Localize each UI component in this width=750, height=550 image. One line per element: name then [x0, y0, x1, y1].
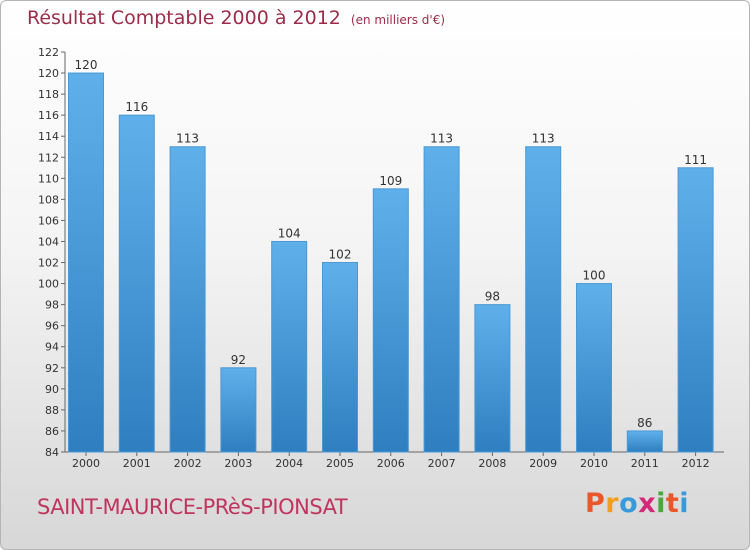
logo-letter: i — [656, 488, 666, 519]
chart-title-text: Résultat Comptable 2000 à 2012 — [27, 7, 341, 29]
y-tick-label: 86 — [45, 425, 59, 438]
value-label: 100 — [583, 269, 606, 283]
bar-2005 — [322, 262, 358, 453]
value-label: 113 — [532, 132, 555, 146]
y-tick-label: 84 — [45, 446, 59, 459]
value-label: 86 — [637, 416, 652, 430]
x-tick-label: 2001 — [123, 457, 151, 470]
logo-letter: i — [679, 488, 690, 519]
y-tick-label: 88 — [45, 404, 59, 417]
y-tick-label: 118 — [38, 88, 59, 101]
chart-title: Résultat Comptable 2000 à 2012 (en millie… — [27, 7, 445, 29]
commune-name: SAINT-MAURICE-PRèS-PIONSAT — [37, 495, 348, 519]
y-tick-label: 90 — [45, 383, 59, 396]
value-label: 98 — [485, 290, 500, 304]
logo-letter: r — [605, 488, 620, 519]
y-tick-label: 122 — [38, 46, 59, 59]
x-tick-label: 2004 — [275, 457, 303, 470]
y-tick-label: 120 — [38, 67, 59, 80]
value-label: 111 — [684, 153, 707, 167]
bar-2000 — [68, 72, 104, 453]
logo-letter: P — [585, 488, 606, 519]
bar-2001 — [118, 114, 155, 453]
y-tick-label: 92 — [45, 362, 59, 375]
y-tick-label: 116 — [38, 109, 59, 122]
bar-2011 — [626, 430, 663, 453]
value-label: 120 — [75, 58, 98, 72]
y-tick-label: 96 — [45, 320, 59, 333]
logo-letter: o — [619, 488, 639, 519]
value-label: 113 — [430, 132, 453, 146]
bar-2002 — [169, 146, 206, 453]
chart-unit-note: (en milliers d'€) — [350, 13, 446, 27]
x-tick-label: 2011 — [631, 457, 659, 470]
x-tick-label: 2000 — [72, 457, 100, 470]
bar-2004 — [271, 240, 308, 453]
y-tick-label: 110 — [38, 172, 59, 185]
proxiti-logo: Proxiti — [585, 488, 689, 519]
x-tick-label: 2009 — [529, 457, 557, 470]
x-tick-label: 2005 — [326, 457, 354, 470]
x-tick-label: 2007 — [428, 457, 456, 470]
bar-2008 — [474, 304, 511, 453]
chart-value-labels: 120 116 113 92 104 102 109 113 98 113 100 86 111 — [75, 58, 708, 430]
x-tick-label: 2002 — [174, 457, 202, 470]
value-label: 102 — [329, 248, 352, 262]
y-tick-label: 108 — [38, 193, 59, 206]
bar-2007 — [423, 146, 460, 453]
bar-2009 — [525, 146, 562, 453]
value-label: 109 — [379, 174, 402, 188]
logo-letter: x — [638, 488, 657, 519]
x-tick-label: 2006 — [377, 457, 405, 470]
y-tick-label: 102 — [38, 257, 59, 270]
value-label: 104 — [278, 226, 301, 240]
y-tick-label: 98 — [45, 299, 59, 312]
logo-letter: t — [665, 488, 680, 519]
y-tick-label: 114 — [38, 130, 59, 143]
bar-2012 — [677, 167, 714, 453]
y-tick-label: 94 — [45, 341, 59, 354]
x-tick-label: 2010 — [580, 457, 608, 470]
value-label: 92 — [231, 353, 246, 367]
y-tick-label: 100 — [38, 278, 59, 291]
y-tick-label: 112 — [38, 151, 59, 164]
y-tick-label: 106 — [38, 214, 59, 227]
chart-axes: 84 86 88 90 92 94 96 98 100 102 104 106 108 110 112 114… — [38, 46, 724, 470]
bar-2010 — [576, 283, 612, 453]
x-tick-label: 2012 — [682, 457, 710, 470]
value-label: 116 — [125, 100, 148, 114]
x-tick-label: 2008 — [478, 457, 506, 470]
x-tick-label: 2003 — [224, 457, 252, 470]
bar-2003 — [220, 367, 257, 453]
chart-bars — [68, 72, 714, 453]
y-tick-label: 104 — [38, 235, 59, 248]
value-label: 113 — [176, 132, 199, 146]
bar-2006 — [372, 188, 409, 453]
